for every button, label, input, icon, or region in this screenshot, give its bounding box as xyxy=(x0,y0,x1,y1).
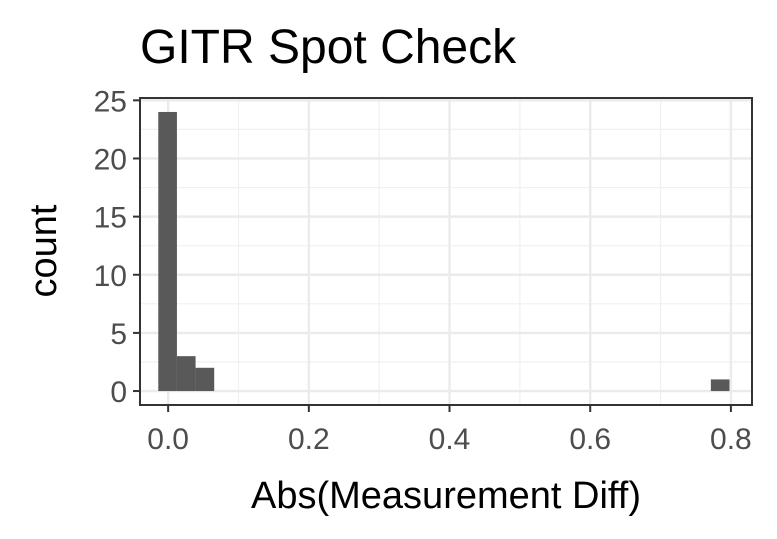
x-tick-label: 0.4 xyxy=(429,423,471,456)
x-axis-ticks: 0.0 0.2 0.4 0.6 0.8 xyxy=(147,405,752,456)
y-tick-label: 15 xyxy=(94,202,127,235)
y-tick-label: 5 xyxy=(110,318,127,351)
histogram-bar xyxy=(158,111,177,392)
histogram-bar xyxy=(195,367,215,392)
y-tick-label: 25 xyxy=(94,85,127,118)
chart-title: GITR Spot Check xyxy=(140,21,517,74)
y-axis-title: count xyxy=(23,204,65,297)
x-tick-label: 0.0 xyxy=(147,423,189,456)
histogram-bar xyxy=(710,379,730,392)
y-tick-label: 0 xyxy=(110,376,127,409)
y-tick-label: 20 xyxy=(94,143,127,176)
minor-gridlines xyxy=(140,98,752,405)
y-tick-label: 10 xyxy=(94,260,127,293)
histogram-bars xyxy=(158,111,730,392)
panel-border xyxy=(139,97,753,406)
major-gridlines xyxy=(140,98,752,405)
x-tick-label: 0.2 xyxy=(288,423,330,456)
x-axis-title: Abs(Measurement Diff) xyxy=(251,475,641,517)
y-axis-ticks: 0 5 10 15 20 25 xyxy=(94,85,140,409)
x-tick-label: 0.8 xyxy=(710,423,752,456)
histogram-bar xyxy=(176,356,196,392)
x-tick-label: 0.6 xyxy=(569,423,611,456)
